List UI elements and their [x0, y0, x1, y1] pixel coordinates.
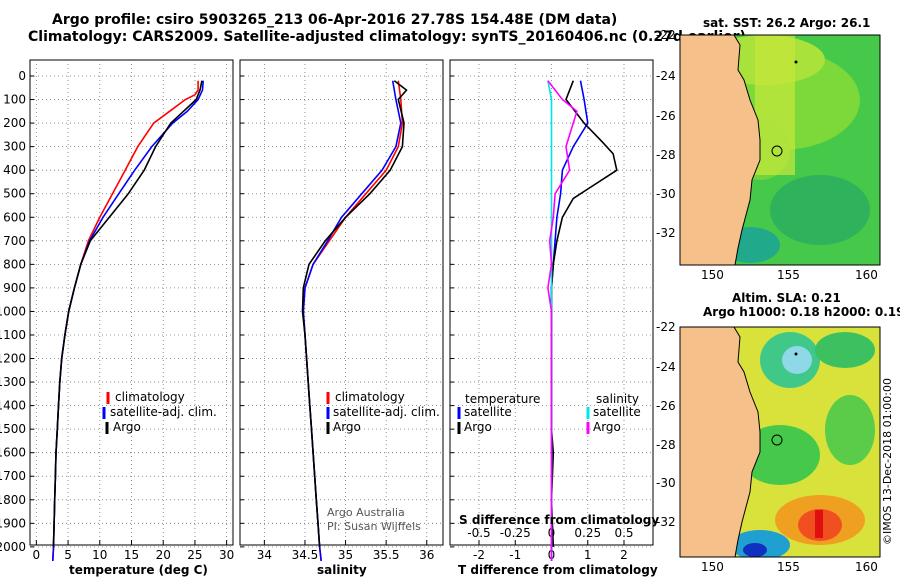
map-top-xtick: 160: [855, 268, 878, 282]
diff-legend-s-argo: Argo: [593, 420, 621, 434]
s-diff-tick-label: -0.5: [467, 526, 490, 540]
map-bot-ytick: -28: [656, 438, 676, 452]
diff-legend-t-argo: Argo: [464, 420, 492, 434]
sst-map-title: sat. SST: 26.2 Argo: 26.1: [703, 16, 871, 30]
x-tick-label: 36: [419, 548, 434, 562]
map-top-ytick: -26: [656, 109, 676, 123]
x-tick-label: 25: [187, 548, 202, 562]
sal-legend-argo: Argo: [333, 420, 361, 434]
x-tick-label: 5: [64, 548, 72, 562]
map-bot-ytick: -26: [656, 399, 676, 413]
x-tick-label: 10: [92, 548, 107, 562]
diff-legend-temp-title: temperature: [465, 392, 541, 406]
map-bot-ytick: -24: [656, 360, 676, 374]
map-bot-ytick: -22: [656, 320, 676, 334]
plot-frame-1: [239, 59, 444, 546]
depth-tick-label: 0: [18, 69, 26, 83]
series-climatology: [302, 80, 404, 562]
series-argo: [52, 80, 203, 547]
series-t-argo: [550, 80, 618, 547]
x-tick-label: 35: [338, 548, 353, 562]
map-top-xtick: 150: [701, 268, 724, 282]
temp-legend-sat: satellite-adj. clim.: [110, 405, 217, 419]
map-bot-ytick: -32: [656, 515, 676, 529]
depth-tick-label: 1800: [0, 493, 26, 507]
depth-tick-label: 1900: [0, 516, 26, 530]
depth-tick-label: 600: [3, 210, 26, 224]
depth-tick-label: 1500: [0, 422, 26, 436]
diff-legend-s-sat: satellite: [593, 405, 641, 419]
depth-tick-label: 1600: [0, 446, 26, 460]
x-tick-label: 35.5: [373, 548, 400, 562]
series-s-argo: [547, 80, 578, 561]
depth-tick-label: 900: [3, 281, 26, 295]
sst-map: [680, 35, 880, 265]
map-top-ytick: -28: [656, 148, 676, 162]
x-tick-label: 34.5: [292, 548, 319, 562]
x-tick-label: 15: [124, 548, 139, 562]
sla-map-title-2: Argo h1000: 0.18 h2000: 0.19: [703, 305, 900, 319]
sal-xlabel: salinity: [317, 563, 367, 577]
x-tick-label: 30: [219, 548, 234, 562]
map-bot-xtick: 160: [855, 560, 878, 574]
map-panels: [679, 34, 881, 558]
temp-xlabel: temperature (deg C): [69, 563, 208, 577]
depth-tick-label: 400: [3, 163, 26, 177]
s-diff-tick-label: 0.5: [614, 526, 633, 540]
depth-tick-label: 1000: [0, 304, 26, 318]
title-line-1: Argo profile: csiro 5903265_213 06-Apr-2…: [52, 12, 618, 28]
depth-tick-label: 300: [3, 140, 26, 154]
t-diff-label: T difference from climatology: [458, 563, 658, 577]
sla-map-title-1: Altim. SLA: 0.21: [732, 291, 841, 305]
temp-legend-clim: climatology: [115, 390, 185, 404]
series-argo: [301, 80, 408, 547]
map-top-ytick: -30: [656, 187, 676, 201]
depth-tick-label: 100: [3, 93, 26, 107]
credit-line-2: PI: Susan Wijffels: [327, 520, 421, 533]
credit-line-1: Argo Australia: [327, 506, 405, 519]
map-bot-xtick: 155: [777, 560, 800, 574]
map-bot-xtick: 150: [701, 560, 724, 574]
x-tick-label: 34: [257, 548, 272, 562]
x-tick-label: -1: [509, 548, 521, 562]
title-line-2: Climatology: CARS2009. Satellite-adjuste…: [28, 29, 746, 45]
profile-plots: 0100200300400500600700800900100011001200…: [0, 59, 654, 562]
depth-tick-label: 200: [3, 116, 26, 130]
depth-tick-label: 1400: [0, 399, 26, 413]
depth-tick-label: 1200: [0, 352, 26, 366]
map-bot-ytick: -30: [656, 476, 676, 490]
diff-legend-sal-title: salinity: [596, 392, 640, 406]
x-tick-label: -2: [473, 548, 485, 562]
depth-tick-label: 700: [3, 234, 26, 248]
sla-map: [680, 327, 880, 557]
depth-tick-label: 800: [3, 257, 26, 271]
x-tick-label: 20: [156, 548, 171, 562]
map-top-xtick: 155: [777, 268, 800, 282]
imos-watermark: ©IMOS 13-Dec-2018 01:00:00: [881, 378, 894, 545]
series-t-satellite: [550, 80, 589, 561]
s-diff-label: S difference from climatology: [459, 513, 660, 527]
temp-legend-argo: Argo: [113, 420, 141, 434]
sal-legend-sat: satellite-adj. clim.: [333, 405, 440, 419]
series-climatology: [52, 80, 199, 562]
depth-tick-label: 1100: [0, 328, 26, 342]
depth-tick-label: 500: [3, 187, 26, 201]
depth-tick-label: 1700: [0, 469, 26, 483]
x-tick-label: 2: [620, 548, 628, 562]
x-tick-label: 0: [33, 548, 41, 562]
sal-legend-clim: climatology: [335, 390, 405, 404]
map-top-ytick: -24: [656, 69, 676, 83]
s-diff-tick-label: 0.25: [574, 526, 601, 540]
map-top-ytick: -32: [656, 226, 676, 240]
map-top-ytick: -22: [656, 28, 676, 42]
depth-tick-label: 1300: [0, 375, 26, 389]
x-tick-label: 1: [584, 548, 592, 562]
diff-legend-t-sat: satellite: [464, 405, 512, 419]
depth-tick-label: 2000: [0, 540, 26, 554]
s-diff-tick-label: -0.25: [500, 526, 531, 540]
series-satellite-adj-clim-: [52, 80, 204, 562]
